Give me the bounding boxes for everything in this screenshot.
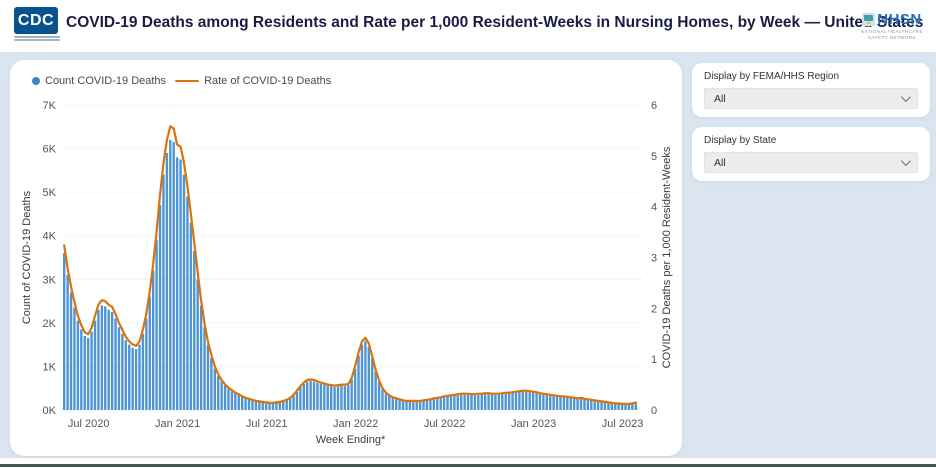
svg-text:Jan 2022: Jan 2022 (333, 418, 378, 430)
svg-text:2K: 2K (43, 318, 57, 330)
cdc-logo[interactable]: CDC (14, 7, 60, 42)
page-title: COVID-19 Deaths among Residents and Rate… (66, 14, 924, 31)
svg-text:Jul 2023: Jul 2023 (602, 418, 644, 430)
svg-text:5: 5 (651, 151, 657, 163)
legend-item-rate[interactable]: Rate of COVID-19 Deaths (175, 75, 331, 87)
state-dropdown-value: All (714, 156, 726, 169)
state-dropdown[interactable]: All (704, 152, 918, 173)
legend-count-label: Count COVID-19 Deaths (45, 75, 167, 87)
svg-text:4: 4 (651, 202, 657, 214)
nhsn-logo-text: NHSN (877, 11, 922, 28)
x-axis-title: Week Ending* (316, 434, 386, 446)
chevron-down-icon (900, 92, 911, 103)
nhsn-logo[interactable]: NHSN NATIONAL HEALTHCARE SAFETY NETWORK (856, 11, 928, 41)
svg-text:3: 3 (651, 253, 657, 265)
svg-text:1K: 1K (43, 361, 57, 373)
svg-text:Jan 2021: Jan 2021 (155, 418, 200, 430)
svg-text:2: 2 (651, 303, 657, 315)
left-axis-title: Count of COVID-19 Deaths (21, 190, 33, 324)
cdc-logo-icon: CDC (14, 7, 58, 34)
svg-text:1: 1 (651, 354, 657, 366)
rate-series-line-icon (175, 79, 200, 83)
legend-rate-label: Rate of COVID-19 Deaths (204, 75, 332, 87)
gridlines: 0K 1K 2K 3K 4K 5K 6K 7K 0 1 2 3 4 5 6 (43, 100, 658, 417)
chevron-down-icon (900, 156, 911, 167)
svg-text:0K: 0K (43, 405, 57, 417)
nhsn-logo-icon (862, 13, 876, 26)
chart-legend: Count COVID-19 Deaths Rate of COVID-19 D… (32, 75, 331, 87)
legend-item-count[interactable]: Count COVID-19 Deaths (32, 75, 166, 87)
nhsn-tagline: NATIONAL HEALTHCARE SAFETY NETWORK (861, 29, 923, 40)
svg-text:6: 6 (651, 100, 657, 112)
count-series-dot-icon (32, 77, 40, 85)
state-filter-label: Display by State (704, 135, 777, 146)
svg-text:Jul 2020: Jul 2020 (68, 418, 110, 430)
region-dropdown[interactable]: All (704, 88, 918, 109)
svg-text:0: 0 (651, 405, 657, 417)
right-axis-title: COVID-19 Deaths per 1,000 Resident-Weeks (661, 146, 673, 368)
svg-text:6K: 6K (43, 144, 57, 156)
svg-text:Jul 2021: Jul 2021 (246, 418, 288, 430)
rate-line-series (63, 125, 637, 405)
region-filter-label: Display by FEMA/HHS Region (704, 71, 840, 82)
chart-card: Count COVID-19 Deaths Rate of COVID-19 D… (10, 60, 682, 456)
region-dropdown-value: All (714, 92, 726, 105)
svg-text:4K: 4K (43, 231, 57, 243)
svg-text:7K: 7K (43, 100, 57, 112)
x-axis-labels: Jul 2020 Jan 2021 Jul 2021 Jan 2022 Jul 2022… (68, 418, 644, 446)
filter-card-region: Display by FEMA/HHS Region All (692, 63, 930, 117)
svg-text:5K: 5K (43, 187, 57, 199)
svg-text:Jan 2023: Jan 2023 (511, 418, 556, 430)
count-bars-series (63, 139, 637, 411)
header-bar: CDC COVID-19 Deaths among Residents and … (0, 0, 936, 52)
filter-card-state: Display by State All (692, 127, 930, 181)
footer-strip (0, 458, 936, 464)
svg-text:3K: 3K (43, 274, 57, 286)
footer-accent-bar (0, 464, 936, 467)
cdc-logo-caption (14, 36, 60, 41)
svg-text:Jul 2022: Jul 2022 (424, 418, 466, 430)
